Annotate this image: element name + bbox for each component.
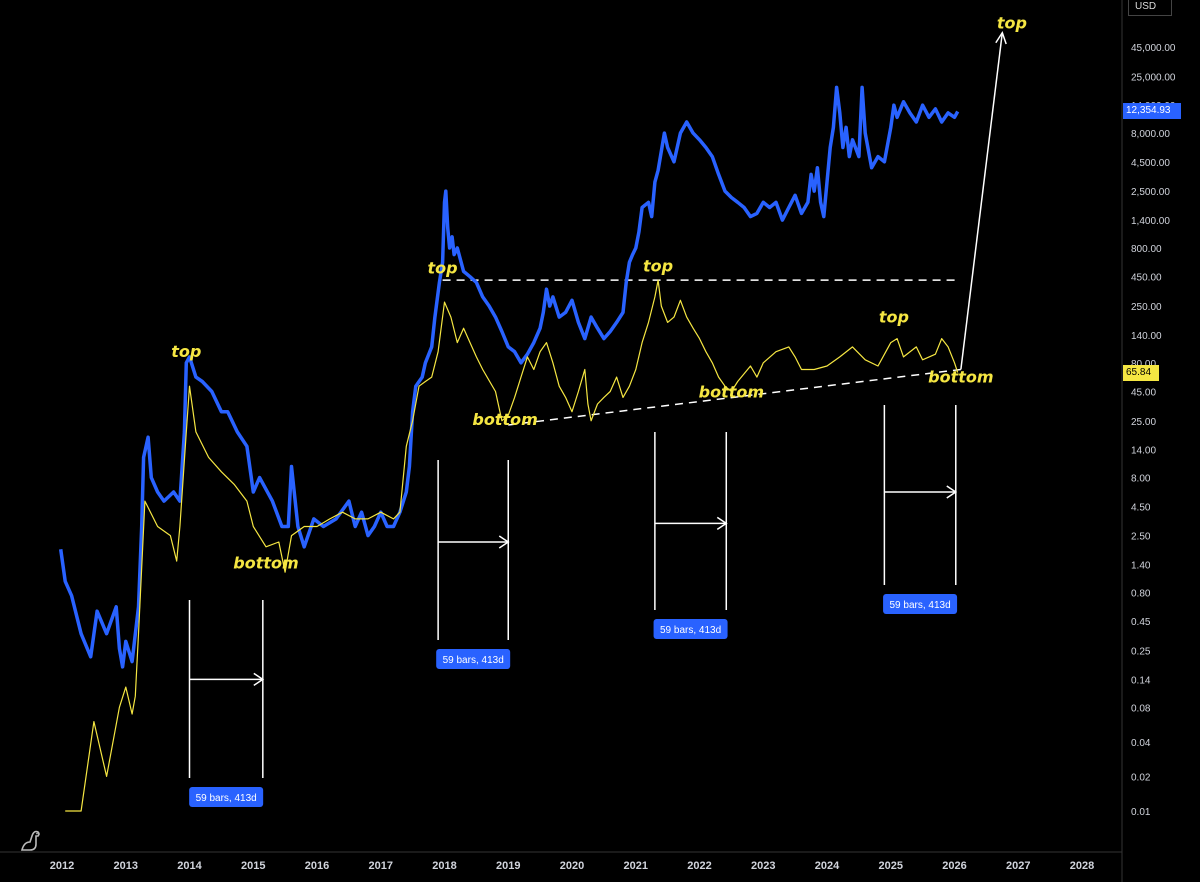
range-label-text: 59 bars, 413d xyxy=(196,793,257,804)
top-annotation: top xyxy=(428,258,458,277)
x-tick-label: 2018 xyxy=(432,860,456,872)
y-tick-label: 0.04 xyxy=(1131,738,1151,749)
x-tick-label: 2016 xyxy=(305,860,329,872)
x-tick-label: 2024 xyxy=(815,860,840,872)
y-tick-label: 45.00 xyxy=(1131,387,1156,398)
y-tick-label: 0.25 xyxy=(1131,646,1151,657)
x-tick-label: 2017 xyxy=(369,860,393,872)
y-tick-label: 1,400.00 xyxy=(1131,216,1170,227)
y-tick-label: 25,000.00 xyxy=(1131,72,1176,83)
trend-lines-group xyxy=(442,30,1007,426)
y-tick-label: 4.50 xyxy=(1131,502,1151,513)
support-line xyxy=(508,368,961,426)
range-label-badge xyxy=(883,594,958,614)
y-tick-label: 45,000.00 xyxy=(1131,43,1176,54)
x-tick-label: 2025 xyxy=(879,860,903,872)
yellow-last-price-tag: 65.84 xyxy=(1123,364,1159,381)
top-annotation: top xyxy=(879,307,909,326)
y-tick-label: 2,500.00 xyxy=(1131,187,1170,198)
y-tick-label: 8,000.00 xyxy=(1131,129,1170,140)
y-tick-label: 0.45 xyxy=(1131,617,1151,628)
x-tick-label: 2021 xyxy=(624,860,648,872)
y-tick-label: 80.00 xyxy=(1131,359,1156,370)
range-arrow-head xyxy=(946,485,958,499)
y-tick-label: 25.00 xyxy=(1131,417,1156,428)
x-tick-label: 2028 xyxy=(1070,860,1094,872)
x-tick-label: 2023 xyxy=(751,860,775,872)
range-label-badge xyxy=(189,787,264,807)
y-tick-label: 1.40 xyxy=(1131,561,1151,572)
x-tick-label: 2014 xyxy=(177,860,202,872)
range-label-badge xyxy=(436,649,511,669)
range-label-badge xyxy=(653,619,728,639)
range-arrow-head xyxy=(498,535,510,549)
y-tick-label: 0.02 xyxy=(1131,772,1151,783)
blue-last-price-tag: 12,354.93 xyxy=(1123,103,1181,120)
y-tick-label: 140.00 xyxy=(1131,331,1162,342)
y-tick-label: 0.01 xyxy=(1131,807,1151,818)
y-tick-label: 0.80 xyxy=(1131,588,1151,599)
y-tick-label: 2.50 xyxy=(1131,532,1151,543)
y-tick-label: 0.14 xyxy=(1131,675,1151,686)
top-annotation: top xyxy=(171,342,201,361)
x-tick-label: 2020 xyxy=(560,860,584,872)
top-annotation: top xyxy=(997,14,1027,33)
range-label-text: 59 bars, 413d xyxy=(443,655,504,666)
x-tick-label: 2012 xyxy=(50,860,74,872)
y-tick-label: 450.00 xyxy=(1131,273,1162,284)
y-tick-label: 8.00 xyxy=(1131,474,1151,485)
top-annotation: top xyxy=(643,256,673,275)
bar-count-group: 59 bars, 413d 59 bars, 413d 59 bars, 413d 5… xyxy=(188,405,958,807)
bottom-annotation: bottom xyxy=(928,367,993,386)
annotations-group: top bottom top bottom top bottom top bottom top xyxy=(171,14,1027,573)
currency-label[interactable]: USD xyxy=(1128,0,1172,16)
series-group xyxy=(58,85,960,812)
y-tick-label: 14.00 xyxy=(1131,446,1156,457)
x-tick-label: 2022 xyxy=(687,860,711,872)
y-tick-label: 800.00 xyxy=(1131,244,1162,255)
x-tick-label: 2013 xyxy=(114,860,138,872)
y-tick-label: 4,500.00 xyxy=(1131,158,1170,169)
y-tick-label: 0.08 xyxy=(1131,703,1151,714)
range-label-text: 59 bars, 413d xyxy=(660,625,721,636)
blue-series-line xyxy=(58,85,960,669)
projection-arrow-line xyxy=(960,32,1004,370)
y-tick-label: 250.00 xyxy=(1131,302,1162,313)
x-tick-label: 2015 xyxy=(241,860,265,872)
range-label-text: 59 bars, 413d xyxy=(889,600,950,611)
range-arrow-head xyxy=(716,516,728,530)
x-tick-label: 2026 xyxy=(942,860,966,872)
dino-logo-icon[interactable] xyxy=(18,826,46,854)
range-arrow-head xyxy=(253,672,265,687)
x-tick-label: 2027 xyxy=(1006,860,1030,872)
bottom-annotation: bottom xyxy=(472,410,537,429)
x-tick-label: 2019 xyxy=(496,860,520,872)
projection-arrow-head xyxy=(995,30,1007,45)
yellow-series-line xyxy=(65,279,959,812)
bottom-annotation: bottom xyxy=(233,553,298,572)
bottom-annotation: bottom xyxy=(699,382,764,401)
